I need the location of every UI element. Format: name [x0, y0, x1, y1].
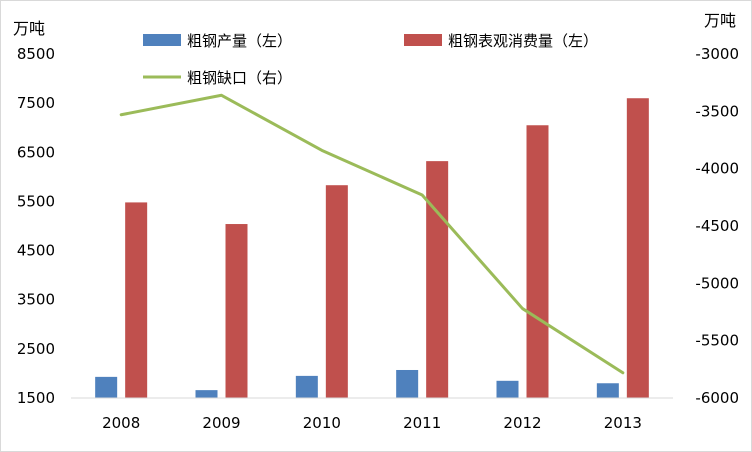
- bar-crude-steel-output: [95, 376, 118, 398]
- left-tick-label: 4500: [17, 242, 55, 260]
- legend-label-steel-gap: 粗钢缺口（右）: [187, 69, 292, 87]
- left-tick-label: 2500: [17, 340, 55, 358]
- x-tick-label: 2008: [102, 414, 140, 432]
- bar-apparent-consumption: [225, 224, 248, 398]
- bar-apparent-consumption: [325, 185, 348, 398]
- left-tick-label: 5500: [17, 192, 55, 210]
- legend-swatch-apparent-consumption: [404, 34, 442, 46]
- line-steel-gap: [119, 93, 625, 375]
- bar-crude-steel-output: [496, 380, 519, 398]
- left-tick-label: 3500: [17, 291, 55, 309]
- left-axis-unit: 万吨: [13, 19, 45, 38]
- bar-crude-steel-output: [295, 375, 318, 398]
- right-axis-ticks: -3000 -3500 -4000 -4500 -5000 -5500 -6000: [695, 45, 739, 407]
- right-tick-label: -4000: [695, 160, 739, 178]
- bar-apparent-consumption: [626, 98, 649, 398]
- left-tick-label: 7500: [17, 94, 55, 112]
- x-tick-label: 2011: [403, 414, 441, 432]
- x-axis-labels: 2008 2009 2010 2011 2012 2013: [102, 414, 642, 432]
- line-series: [119, 93, 625, 375]
- bar-apparent-consumption: [526, 125, 549, 398]
- x-tick-label: 2012: [503, 414, 541, 432]
- right-axis-unit: 万吨: [704, 11, 736, 30]
- left-axis-ticks: 8500 7500 6500 5500 4500 3500 2500 1500: [17, 45, 55, 407]
- legend-swatch-crude-steel-output: [143, 34, 181, 46]
- right-tick-label: -6000: [695, 389, 739, 407]
- bar-crude-steel-output: [596, 383, 619, 398]
- legend-label-apparent-consumption: 粗钢表观消费量（左）: [448, 32, 598, 50]
- bar-crude-steel-output: [396, 369, 419, 398]
- x-tick-label: 2013: [604, 414, 642, 432]
- bar-series: [95, 98, 649, 398]
- x-tick-label: 2010: [303, 414, 341, 432]
- left-tick-label: 1500: [17, 389, 55, 407]
- right-tick-label: -5000: [695, 274, 739, 292]
- right-tick-label: -4500: [695, 217, 739, 235]
- legend-label-crude-steel-output: 粗钢产量（左）: [187, 32, 292, 50]
- x-tick-label: 2009: [202, 414, 240, 432]
- bar-apparent-consumption: [125, 202, 148, 398]
- left-tick-label: 8500: [17, 45, 55, 63]
- right-tick-label: -3000: [695, 45, 739, 63]
- left-tick-label: 6500: [17, 143, 55, 161]
- right-tick-label: -5500: [695, 332, 739, 350]
- bar-apparent-consumption: [426, 161, 449, 398]
- bar-crude-steel-output: [195, 390, 218, 398]
- right-tick-label: -3500: [695, 102, 739, 120]
- legend: 粗钢产量（左） 粗钢表观消费量（左） 粗钢缺口（右）: [143, 32, 598, 87]
